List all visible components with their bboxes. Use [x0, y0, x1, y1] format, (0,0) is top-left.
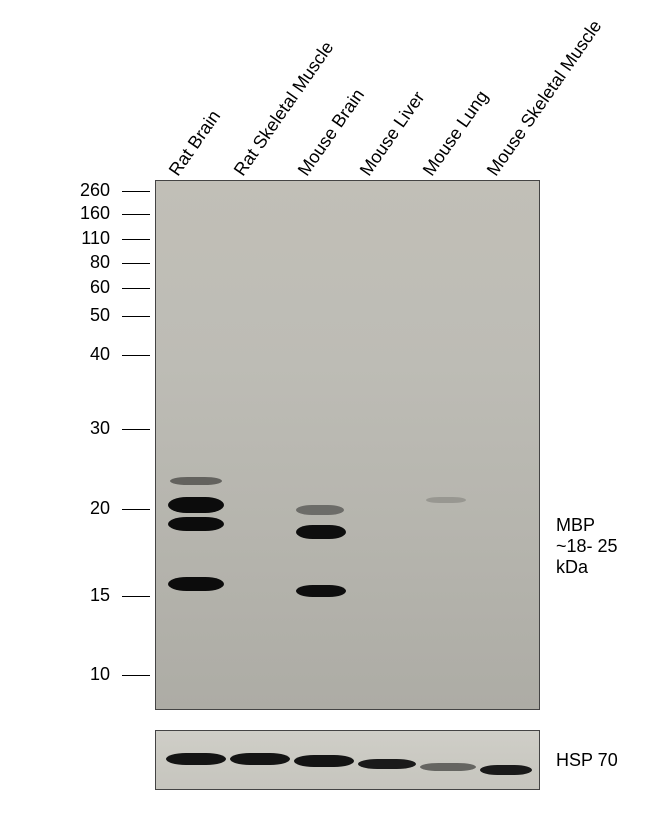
target-size: ~18- 25 kDa [556, 536, 618, 577]
protein-band [168, 517, 224, 531]
mw-value: 50 [90, 305, 118, 326]
mw-value: 110 [81, 228, 118, 249]
ladder-tick [122, 355, 150, 356]
ladder-tick [122, 288, 150, 289]
target-protein-label: MBP ~18- 25 kDa [556, 515, 650, 578]
lane-labels-group: Rat Brain Rat Skeletal Muscle Mouse Brai… [0, 10, 650, 180]
protein-band [294, 755, 354, 767]
protein-band [170, 477, 222, 485]
mw-value: 20 [90, 498, 118, 519]
loading-control-label: HSP 70 [556, 750, 618, 771]
mw-value: 10 [90, 664, 118, 685]
protein-band [166, 753, 226, 765]
mw-value: 160 [80, 203, 118, 224]
loading-control-name: HSP 70 [556, 750, 618, 770]
protein-band [296, 525, 346, 539]
mw-value: 40 [90, 344, 118, 365]
protein-band [296, 585, 346, 597]
protein-band [420, 763, 476, 771]
ladder-tick [122, 316, 150, 317]
ladder-tick [122, 596, 150, 597]
lane-label: Rat Brain [165, 106, 225, 180]
ladder-tick [122, 239, 150, 240]
ladder-tick [122, 429, 150, 430]
target-name: MBP [556, 515, 595, 535]
protein-band [480, 765, 532, 775]
lane-label: Mouse Lung [419, 87, 493, 180]
mw-value: 80 [90, 252, 118, 273]
lane-label: Mouse Skeletal Muscle [483, 16, 606, 180]
ladder-tick [122, 675, 150, 676]
lane-label: Mouse Liver [356, 88, 429, 180]
mw-value: 15 [90, 585, 118, 606]
mw-value: 30 [90, 418, 118, 439]
ladder-tick [122, 263, 150, 264]
protein-band [168, 577, 224, 591]
loading-control-blot [155, 730, 540, 790]
protein-band [426, 497, 466, 503]
protein-band [168, 497, 224, 513]
protein-band [296, 505, 344, 515]
mw-value: 260 [80, 180, 118, 201]
protein-band [230, 753, 290, 765]
ladder-tick [122, 191, 150, 192]
main-blot-membrane [155, 180, 540, 710]
ladder-tick [122, 214, 150, 215]
mw-value: 60 [90, 277, 118, 298]
ladder-tick [122, 509, 150, 510]
protein-band [358, 759, 416, 769]
